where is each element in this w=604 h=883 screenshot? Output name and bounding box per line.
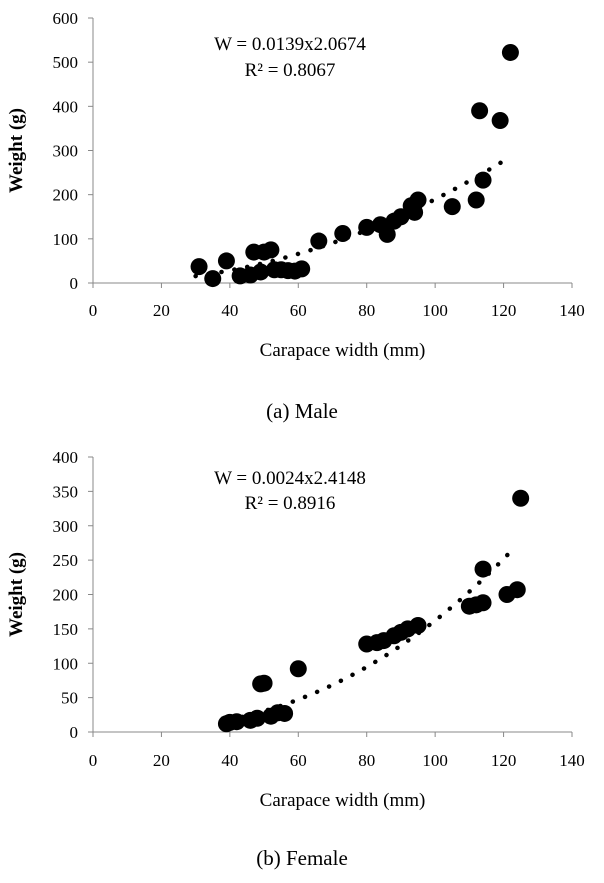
trend-equation: W = 0.0024x2.4148 [214,468,366,489]
y-axis-title: Weight (g) [6,108,27,193]
y-axis-title: Weight (g) [6,552,27,637]
data-point [248,709,266,727]
data-point [310,232,328,250]
data-point [378,225,396,243]
data-point [255,674,273,692]
data-point [276,704,294,722]
r-squared-label: R² = 0.8067 [245,60,336,81]
y-tick-label: 50 [61,689,78,708]
y-tick-label: 200 [53,186,79,205]
data-point [392,208,410,226]
x-tick-label: 0 [89,301,98,320]
chart-female: 0 50 100 150 200 250 300 350 400 0 20 40 60 80 100 120 1… [6,448,585,870]
x-tick-label: 100 [422,751,448,770]
data-point [204,270,222,288]
data-point [358,218,376,236]
data-point [467,191,485,209]
x-tick-label: 40 [221,751,238,770]
y-tick-label: 350 [53,482,79,501]
data-point [512,489,530,507]
x-axis-title: Carapace width (mm) [260,790,426,811]
data-point [252,263,270,281]
x-tick-label: 120 [491,301,517,320]
data-point [491,111,509,129]
x-tick-label: 60 [290,301,307,320]
data-point [409,616,427,634]
x-tick-label: 60 [290,751,307,770]
y-tick-label: 300 [53,517,79,536]
data-point [289,660,307,678]
data-point [190,258,208,276]
y-tick-label: 500 [53,53,79,72]
data-point [508,581,526,599]
data-point [474,560,492,578]
power-trendline [227,549,513,723]
x-tick-label: 20 [153,301,170,320]
data-point [474,171,492,189]
y-tick-label: 100 [53,230,79,249]
y-tick-label: 250 [53,551,79,570]
y-tick-label: 0 [70,274,79,293]
data-point [217,252,235,270]
data-point [443,198,461,216]
x-tick-label: 100 [422,301,448,320]
x-tick-label: 80 [358,301,375,320]
y-tick-label: 150 [53,620,79,639]
data-point [334,225,352,243]
x-tick-label: 140 [559,301,585,320]
chart-caption: (b) Female [256,846,348,870]
x-tick-label: 0 [89,751,98,770]
x-tick-label: 120 [491,751,517,770]
y-tick-label: 0 [70,723,79,742]
data-point [471,102,489,120]
x-tick-label: 20 [153,751,170,770]
y-tick-label: 100 [53,654,79,673]
y-tick-label: 400 [53,97,79,116]
trend-equation: W = 0.0139x2.0674 [214,34,366,55]
chart-male: 0 100 200 300 400 500 600 0 20 40 60 80 100 120 140 Car… [6,9,585,423]
y-tick-label: 200 [53,586,79,605]
y-tick-label: 600 [53,9,79,28]
data-point [474,594,492,612]
y-tick-label: 300 [53,142,79,161]
r-squared-label: R² = 0.8916 [245,493,336,514]
x-tick-label: 140 [559,751,585,770]
x-tick-label: 80 [358,751,375,770]
data-point [262,241,280,259]
x-axis-title: Carapace width (mm) [260,340,426,361]
data-point [501,43,519,61]
data-point [293,260,311,278]
data-point [228,713,246,731]
x-tick-label: 40 [221,301,238,320]
data-point [409,191,427,209]
power-trendline [193,154,513,279]
chart-caption: (a) Male [266,399,338,423]
y-tick-label: 400 [53,448,79,467]
